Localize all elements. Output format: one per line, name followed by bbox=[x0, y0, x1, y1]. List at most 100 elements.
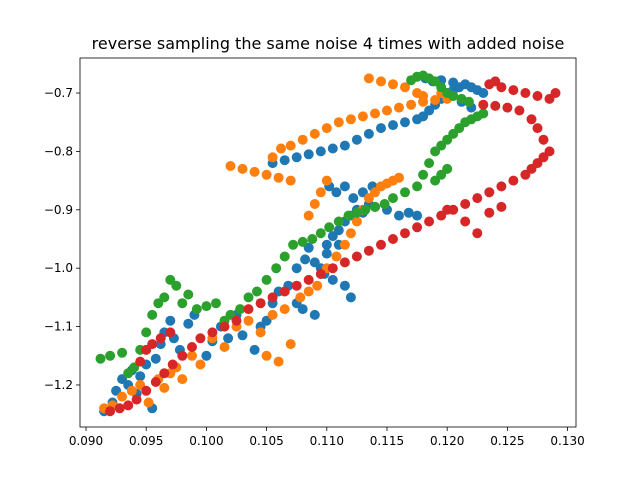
data-point bbox=[291, 280, 302, 291]
data-point bbox=[339, 181, 350, 192]
data-point bbox=[343, 210, 354, 221]
data-point bbox=[315, 228, 326, 239]
data-point bbox=[309, 128, 320, 139]
data-point bbox=[165, 315, 176, 326]
data-point bbox=[327, 143, 338, 154]
data-point bbox=[143, 397, 154, 408]
data-point bbox=[550, 88, 561, 98]
data-point bbox=[538, 134, 549, 145]
data-point bbox=[508, 175, 519, 186]
data-point bbox=[288, 239, 299, 250]
data-point bbox=[295, 292, 306, 303]
y-tick-label: −0.9 bbox=[44, 203, 73, 217]
data-point bbox=[279, 251, 290, 262]
data-point bbox=[442, 163, 453, 174]
data-point bbox=[484, 187, 495, 198]
data-point bbox=[370, 201, 380, 212]
data-point bbox=[496, 181, 507, 192]
data-point bbox=[117, 391, 128, 402]
data-point bbox=[321, 239, 332, 250]
data-point bbox=[496, 201, 507, 212]
data-point bbox=[219, 321, 230, 332]
data-point bbox=[126, 385, 137, 396]
x-axis: 0.090 0.095 0.100 0.105 0.110 0.115 0.120 0.125… bbox=[69, 427, 585, 448]
data-point bbox=[315, 187, 326, 198]
data-point bbox=[267, 152, 278, 163]
data-point bbox=[412, 181, 423, 192]
chart-title: reverse sampling the same noise 4 times … bbox=[91, 34, 565, 53]
data-point bbox=[312, 280, 323, 291]
data-point bbox=[376, 239, 386, 250]
data-point bbox=[448, 91, 459, 101]
data-point bbox=[327, 274, 338, 285]
data-point bbox=[400, 187, 410, 198]
data-point bbox=[321, 175, 332, 186]
data-point bbox=[376, 76, 386, 87]
data-point bbox=[195, 359, 206, 370]
data-point bbox=[159, 368, 170, 379]
data-point bbox=[114, 403, 125, 414]
data-point bbox=[478, 108, 489, 119]
data-point bbox=[135, 356, 146, 367]
y-axis: −0.7 −0.8 −0.9 −1.0 −1.1 −1.2 bbox=[44, 86, 80, 392]
data-point bbox=[363, 73, 374, 84]
data-point bbox=[95, 353, 106, 364]
data-point bbox=[394, 210, 404, 221]
series-1 bbox=[99, 73, 459, 414]
data-point bbox=[147, 339, 158, 350]
data-point bbox=[261, 274, 272, 285]
data-point bbox=[267, 292, 278, 303]
data-point bbox=[315, 146, 326, 157]
data-point bbox=[321, 248, 332, 259]
data-point bbox=[303, 210, 314, 221]
data-point bbox=[167, 359, 178, 370]
data-point bbox=[333, 117, 344, 128]
data-point bbox=[388, 193, 398, 204]
data-point bbox=[460, 199, 471, 209]
data-point bbox=[544, 146, 555, 157]
x-tick-label: 0.095 bbox=[129, 434, 163, 448]
data-point bbox=[141, 327, 152, 338]
data-point bbox=[187, 350, 197, 361]
data-point bbox=[460, 216, 471, 227]
data-point bbox=[406, 99, 417, 110]
data-point bbox=[223, 333, 234, 344]
data-point bbox=[363, 245, 374, 256]
data-point bbox=[183, 318, 194, 329]
points-layer bbox=[95, 70, 561, 417]
data-point bbox=[478, 99, 489, 110]
data-point bbox=[333, 216, 344, 227]
data-point bbox=[324, 222, 335, 233]
data-point bbox=[105, 350, 116, 361]
data-point bbox=[339, 280, 350, 291]
data-point bbox=[430, 95, 441, 105]
data-point bbox=[508, 85, 519, 96]
data-point bbox=[201, 350, 212, 361]
data-point bbox=[351, 216, 362, 227]
data-point bbox=[424, 158, 435, 169]
data-point bbox=[297, 134, 308, 145]
x-tick-label: 0.090 bbox=[69, 434, 103, 448]
data-point bbox=[255, 298, 266, 309]
data-point bbox=[285, 339, 296, 350]
data-point bbox=[333, 225, 344, 236]
data-point bbox=[478, 88, 489, 98]
data-point bbox=[351, 207, 362, 218]
data-point bbox=[135, 371, 146, 382]
data-point bbox=[291, 152, 302, 163]
data-point bbox=[370, 108, 380, 119]
data-point bbox=[279, 286, 290, 297]
data-point bbox=[331, 251, 342, 262]
data-point bbox=[237, 163, 248, 174]
data-point bbox=[165, 327, 176, 338]
data-point bbox=[484, 79, 495, 90]
series-3 bbox=[105, 76, 561, 417]
data-point bbox=[159, 292, 170, 303]
data-point bbox=[123, 400, 134, 411]
plot-area-frame bbox=[79, 57, 577, 428]
data-point bbox=[231, 315, 242, 326]
data-point bbox=[285, 140, 296, 151]
data-point bbox=[363, 128, 374, 139]
data-point bbox=[382, 105, 392, 116]
data-point bbox=[171, 280, 182, 291]
